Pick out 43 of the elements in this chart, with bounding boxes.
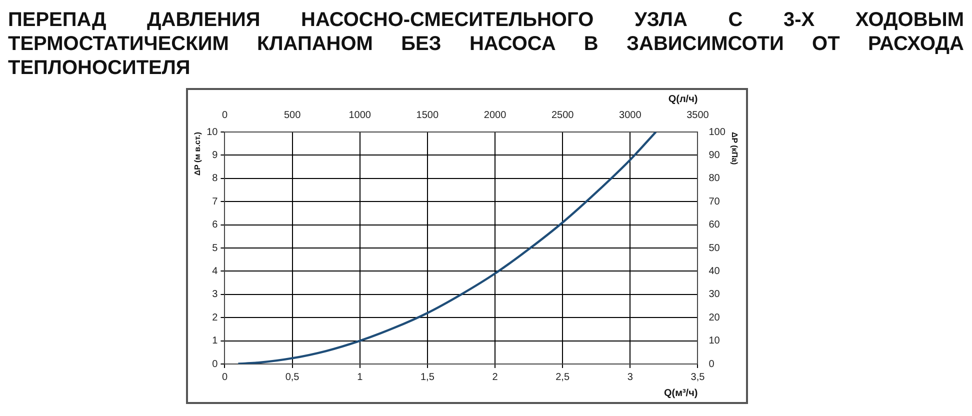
- y2-tick-label: 30: [708, 289, 720, 300]
- y2-axis-title: ΔP (кПа): [730, 132, 739, 166]
- y2-tick-label: 0: [708, 358, 715, 370]
- x-axis-title: Q(м³/ч): [664, 388, 698, 399]
- y-tick-label: 5: [212, 242, 218, 254]
- chart-title: ПЕРЕПАД ДАВЛЕНИЯ НАСОСНО-СМЕСИТЕЛЬНОГО УЗЛА С 3-Х ХОДОВЫМ ТЕРМОСТАТИЧЕСКИМ КЛАПАНОМ БЕЗ НАСОСА В ЗАВИСИМСОТИ ОТ РАСХОДА ТЕПЛОНОСИТЕЛЯ: [8, 8, 964, 80]
- y-tick-label: 8: [212, 173, 218, 184]
- y-tick-label: 7: [212, 196, 218, 208]
- x-tick-label: 0: [222, 372, 228, 383]
- y-tick-label: 1: [212, 336, 218, 347]
- y2-tick-label: 20: [708, 312, 720, 324]
- x-tick-label: 2: [492, 372, 498, 383]
- x2-tick-label: 3500: [686, 110, 710, 121]
- y-tick-label: 4: [212, 266, 218, 277]
- y-tick-label: 3: [212, 289, 218, 300]
- y-tick-label: 10: [206, 126, 218, 138]
- x2-tick-label: 2000: [484, 110, 507, 121]
- x-tick-label: 2,5: [556, 372, 570, 383]
- y2-tick-label: 100: [708, 126, 726, 138]
- x2-tick-label: 3000: [619, 110, 642, 121]
- y-tick-label: 2: [212, 312, 218, 324]
- x-tick-label: 3,5: [690, 372, 706, 383]
- x2-tick-label: 0: [222, 110, 228, 121]
- x2-tick-label: 1500: [416, 110, 439, 121]
- y2-tick-label: 80: [708, 173, 720, 184]
- x-tick-label: 3: [627, 372, 634, 383]
- y2-tick-label: 50: [708, 242, 720, 254]
- y2-tick-label: 40: [708, 266, 720, 277]
- x-tick-label: 0,5: [285, 372, 300, 383]
- x-tick-label: 1,5: [420, 372, 435, 383]
- x2-tick-label: 2500: [551, 110, 574, 121]
- y-tick-label: 0: [212, 358, 218, 370]
- y-axis-title: ΔP (м в.ст.): [193, 132, 202, 176]
- x-tick-label: 1: [357, 372, 364, 383]
- x2-tick-label: 1000: [348, 110, 372, 121]
- x2-axis-title: Q(л/ч): [668, 94, 698, 105]
- y2-tick-label: 60: [708, 220, 720, 231]
- y2-tick-label: 70: [708, 196, 720, 208]
- x2-tick-label: 500: [284, 110, 302, 121]
- y-tick-label: 6: [212, 220, 218, 231]
- y-tick-label: 9: [212, 150, 218, 161]
- y2-tick-label: 90: [708, 150, 720, 161]
- y2-tick-label: 10: [708, 336, 720, 347]
